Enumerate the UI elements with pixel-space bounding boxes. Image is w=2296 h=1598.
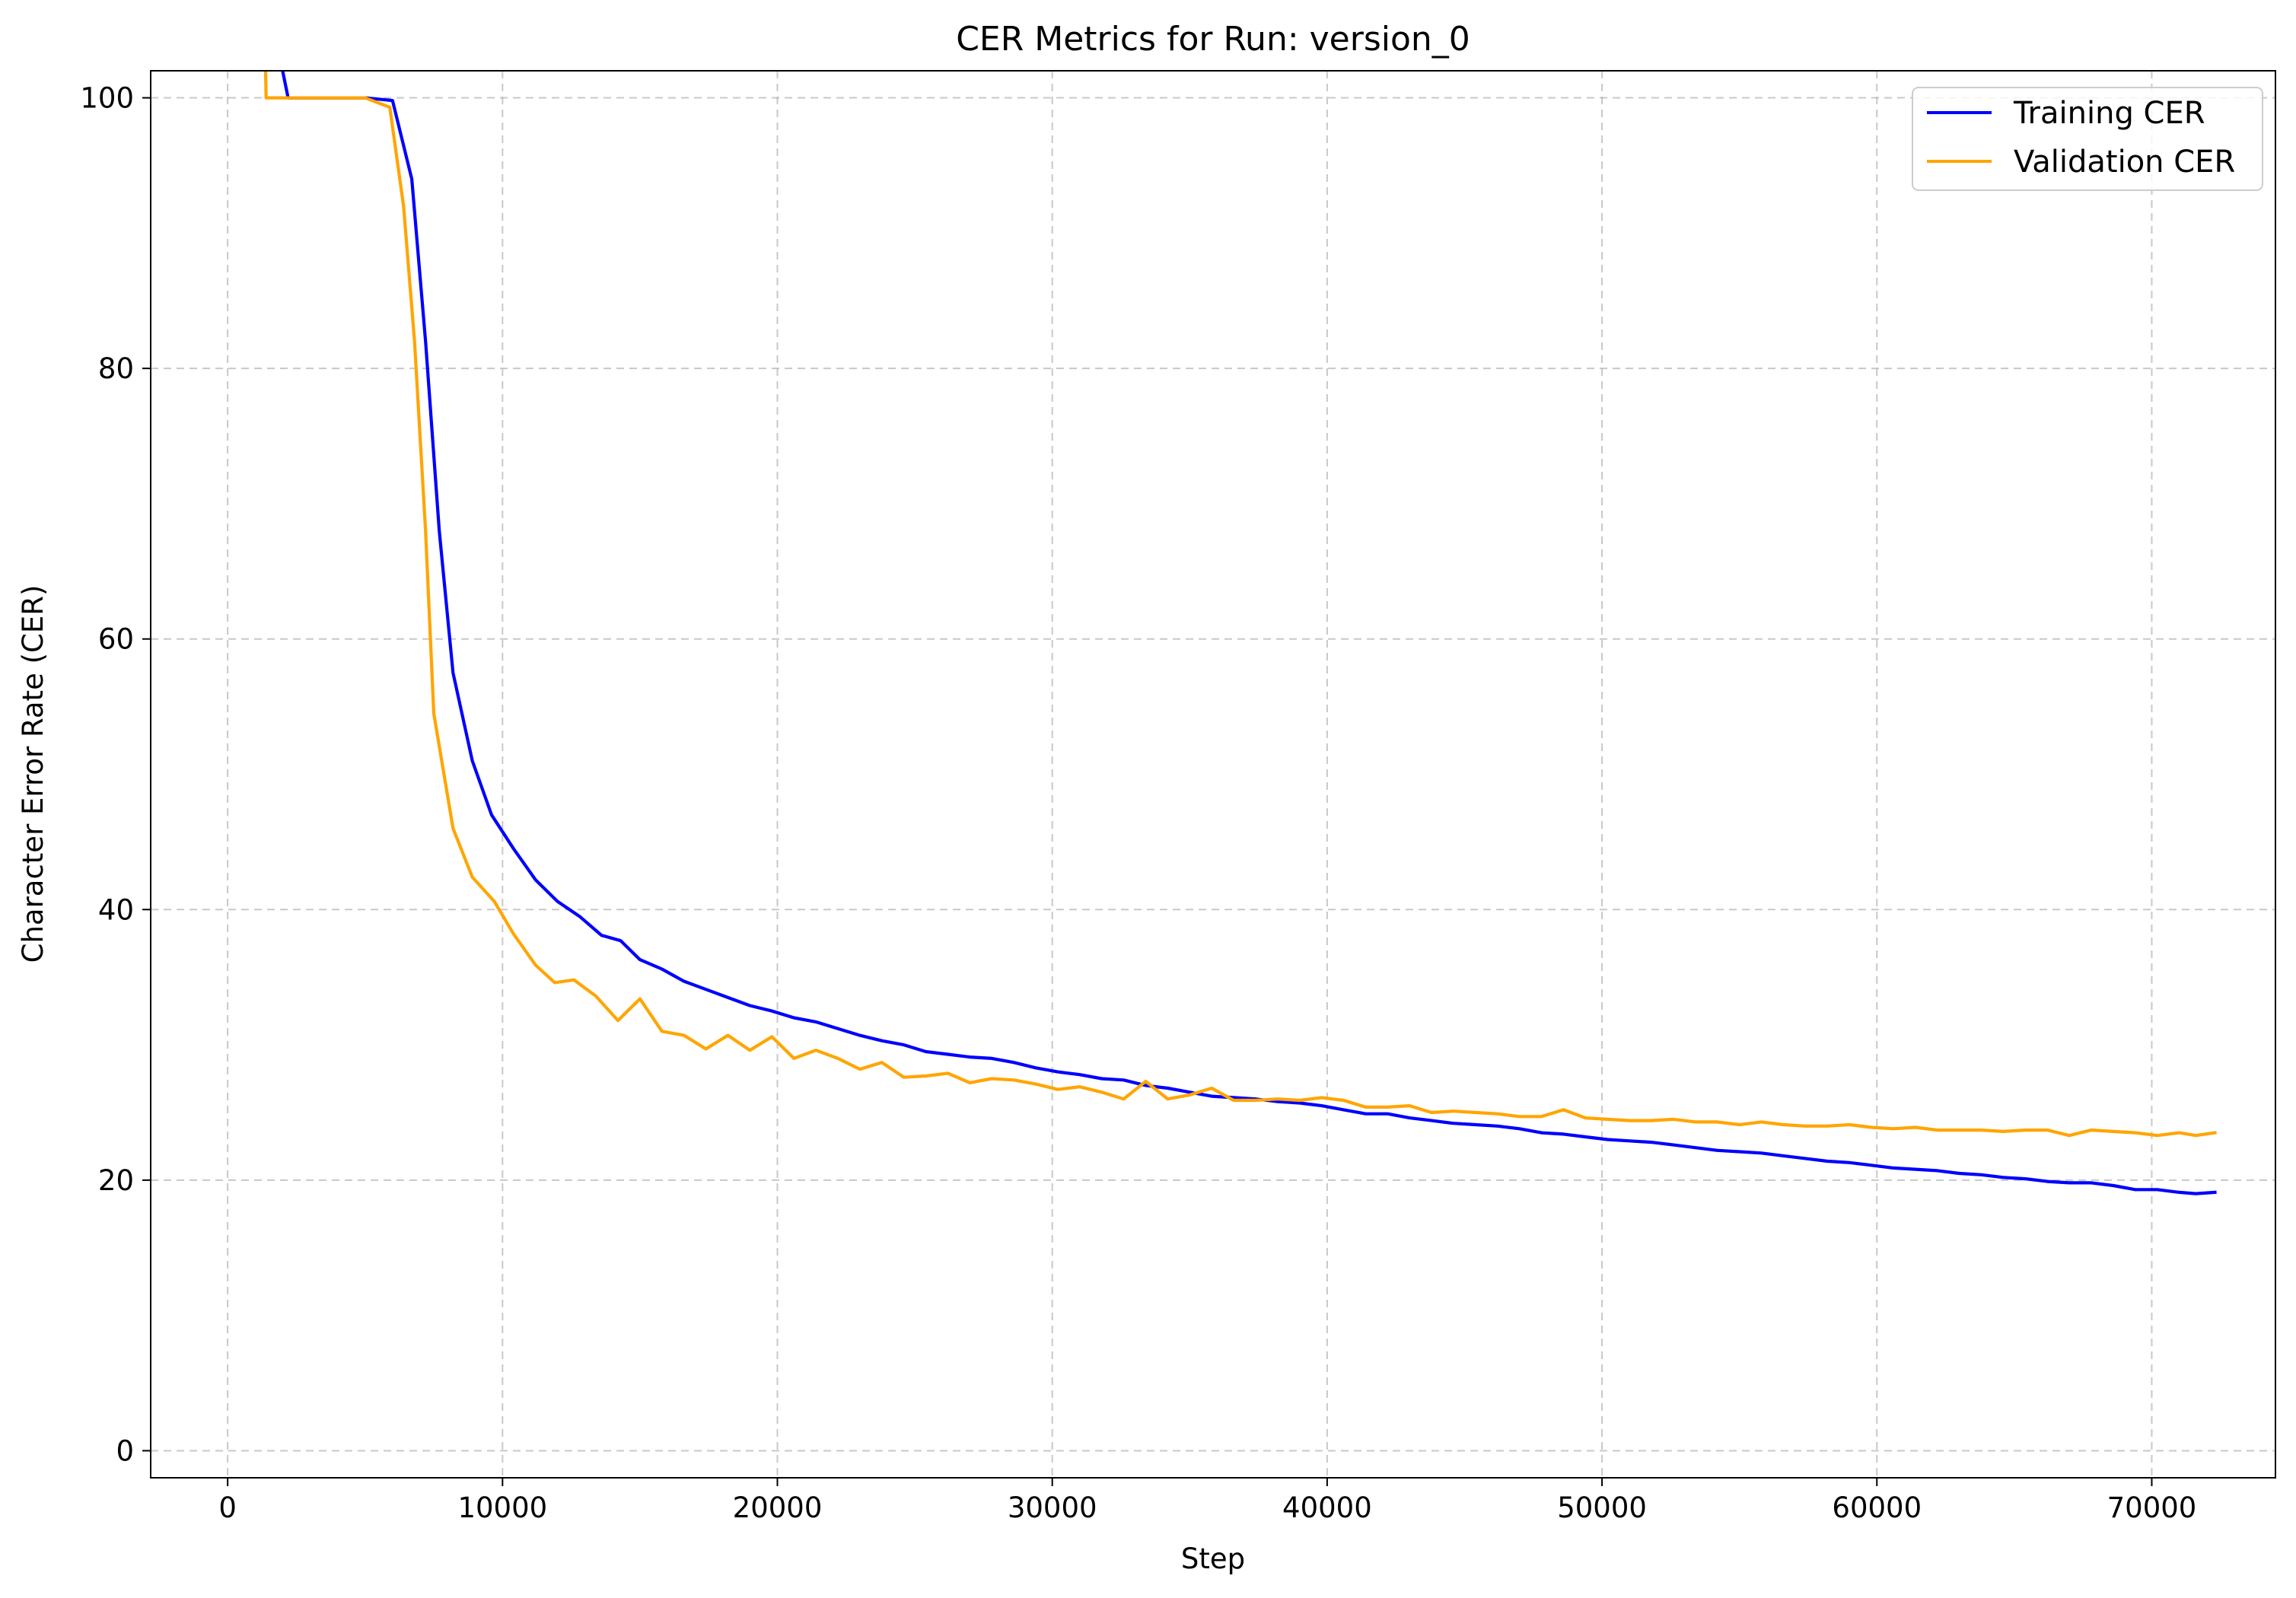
chart-title: CER Metrics for Run: version_0	[956, 20, 1470, 59]
plot-frame	[150, 70, 2276, 1479]
legend-box	[1912, 87, 2263, 191]
series-line-training-cer	[281, 71, 2217, 1195]
x-tick-label-70000: 70000	[2107, 1491, 2197, 1524]
y-tick-label-40: 40	[98, 893, 134, 926]
x-tick-label-60000: 60000	[1832, 1491, 1922, 1524]
x-tick-label-20000: 20000	[733, 1491, 823, 1524]
x-tick-label-30000: 30000	[1008, 1491, 1097, 1524]
x-axis-title: Step	[1181, 1542, 1245, 1575]
legend-label-validation-cer: Validation CER	[2014, 145, 2235, 180]
y-tick-label-60: 60	[98, 623, 134, 656]
y-axis-title: Character Error Rate (CER)	[17, 585, 49, 963]
series-layer	[263, 71, 2217, 1195]
x-tick-label-10000: 10000	[457, 1491, 547, 1524]
x-tick-label-40000: 40000	[1282, 1491, 1372, 1524]
x-tick-label-50000: 50000	[1557, 1491, 1647, 1524]
legend: Training CER Validation CER	[1912, 87, 2263, 191]
y-axis: 0 20 40 60 80 100	[80, 82, 151, 1467]
series-line-validation-cer	[263, 71, 2217, 1138]
x-axis: 0 10000 20000 30000 40000 50000 60000 70000	[218, 1478, 2196, 1524]
y-tick-label-100: 100	[80, 82, 134, 115]
y-tick-label-0: 0	[116, 1434, 134, 1467]
y-tick-label-20: 20	[98, 1164, 134, 1197]
legend-label-training-cer: Training CER	[2013, 96, 2205, 131]
grid-lines	[151, 71, 2275, 1478]
y-tick-label-80: 80	[98, 352, 134, 385]
x-tick-label-0: 0	[218, 1491, 237, 1524]
